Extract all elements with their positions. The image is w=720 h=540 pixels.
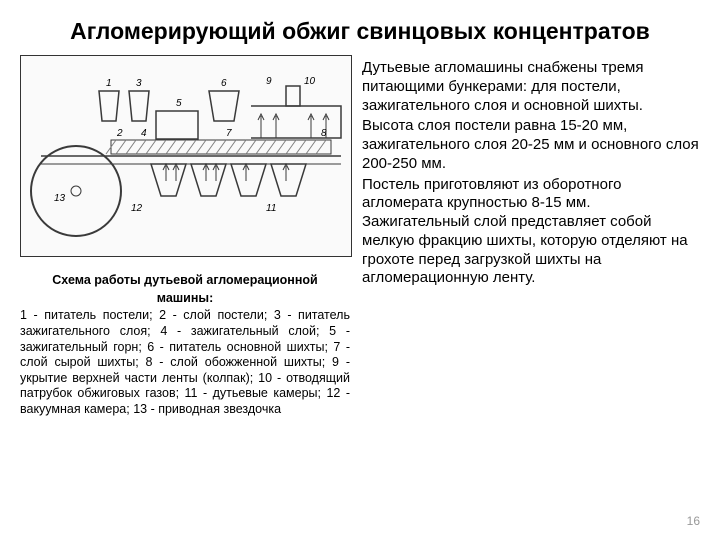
left-column: 1 3 5 6 9 10 2 4 7 8 11 12 13 Схема ра	[20, 55, 350, 418]
right-column: Дутьевые агломашины снабжены тремя питаю…	[362, 55, 700, 418]
svg-text:11: 11	[266, 203, 276, 214]
svg-text:1: 1	[106, 78, 112, 89]
page-number: 16	[687, 514, 700, 528]
paragraph-2: Высота слоя постели равна 15-20 мм, зажи…	[362, 117, 700, 173]
svg-text:5: 5	[176, 98, 182, 109]
page-title: Агломерирующий обжиг свинцовых концентра…	[0, 0, 720, 55]
diagram-caption: Схема работы дутьевой агломерационной ма…	[20, 273, 350, 418]
svg-text:7: 7	[226, 128, 232, 139]
svg-text:4: 4	[141, 128, 147, 139]
svg-text:12: 12	[131, 203, 143, 214]
caption-body: 1 - питатель постели; 2 - слой постели; …	[20, 308, 350, 417]
svg-text:8: 8	[321, 128, 327, 139]
content-area: 1 3 5 6 9 10 2 4 7 8 11 12 13 Схема ра	[0, 55, 720, 418]
svg-text:9: 9	[266, 76, 272, 87]
paragraph-3: Постель приготовляют из оборотного аглом…	[362, 176, 700, 289]
svg-text:6: 6	[221, 78, 227, 89]
caption-title-1: Схема работы дутьевой агломерационной	[20, 273, 350, 289]
svg-text:3: 3	[136, 78, 142, 89]
svg-text:2: 2	[116, 128, 123, 139]
paragraph-1: Дутьевые агломашины снабжены тремя питаю…	[362, 59, 700, 115]
svg-text:13: 13	[54, 193, 66, 204]
sinter-machine-diagram: 1 3 5 6 9 10 2 4 7 8 11 12 13	[20, 55, 352, 257]
caption-title-2: машины:	[20, 291, 350, 307]
svg-text:10: 10	[304, 76, 316, 87]
